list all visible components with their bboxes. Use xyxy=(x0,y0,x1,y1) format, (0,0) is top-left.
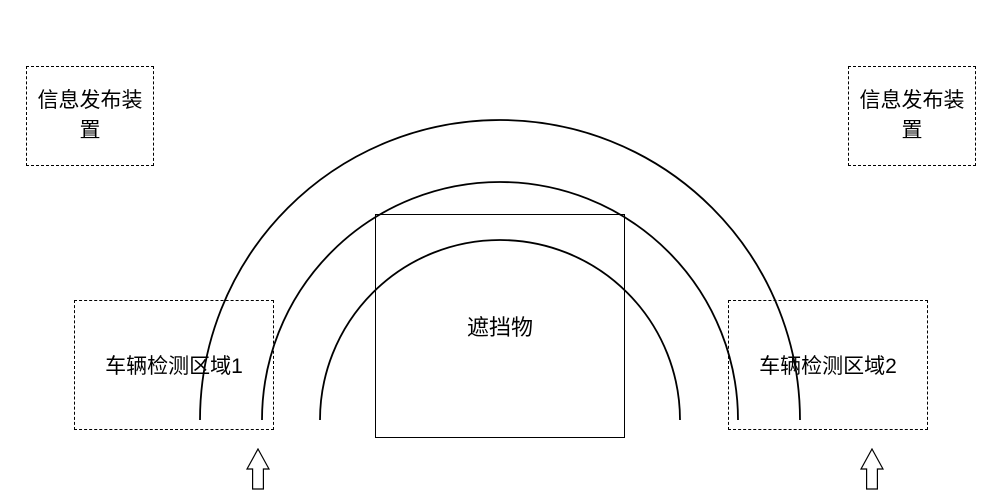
obstacle-box: 遮挡物 xyxy=(375,214,625,438)
up-arrow-left xyxy=(246,448,270,490)
up-arrow-right xyxy=(860,448,884,490)
detection-zone-2-label: 车辆检测区域2 xyxy=(759,350,897,380)
info-device-left: 信息发布装置 xyxy=(26,66,154,166)
info-device-right: 信息发布装置 xyxy=(848,66,976,166)
detection-zone-1-label: 车辆检测区域1 xyxy=(105,350,243,380)
obstacle-label: 遮挡物 xyxy=(467,310,533,342)
info-device-left-label: 信息发布装置 xyxy=(38,86,143,146)
detection-zone-1: 车辆检测区域1 xyxy=(74,300,274,430)
detection-zone-2: 车辆检测区域2 xyxy=(728,300,928,430)
info-device-right-label: 信息发布装置 xyxy=(860,86,965,146)
